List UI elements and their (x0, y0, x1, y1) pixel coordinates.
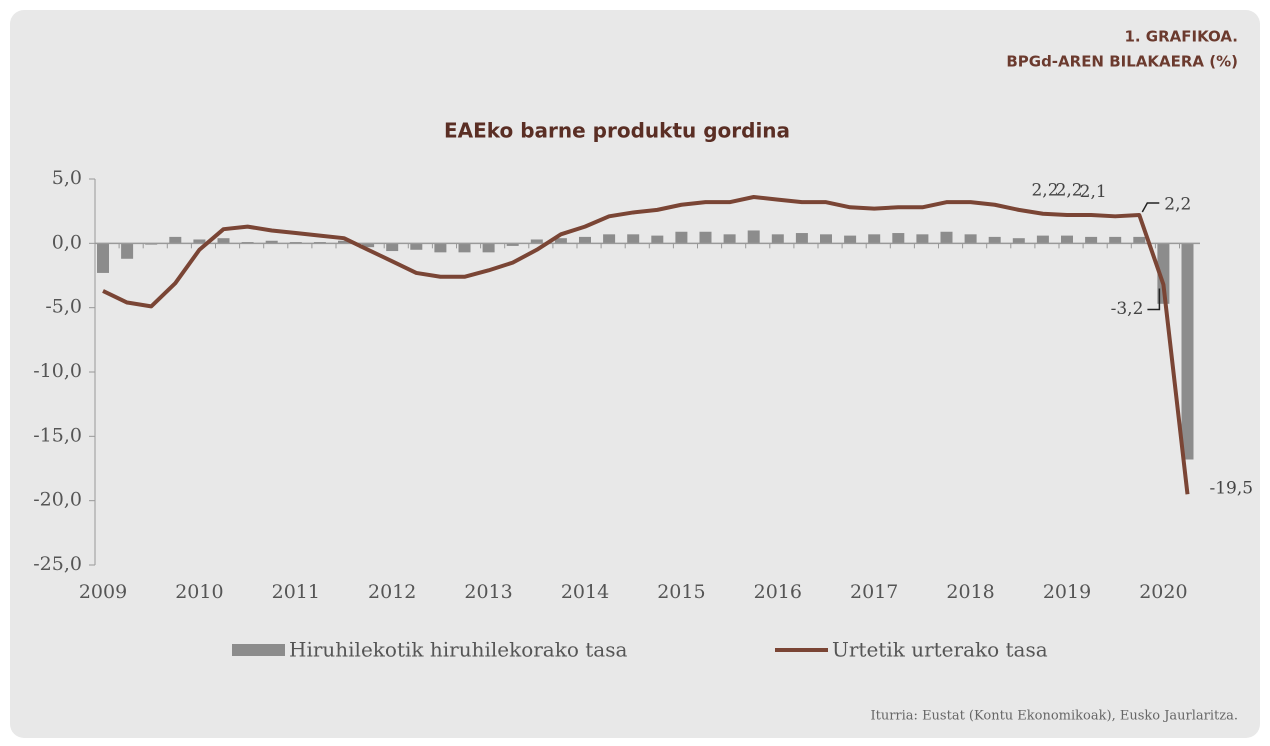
bar (121, 243, 134, 259)
data-label: -19,5 (1210, 479, 1254, 499)
panel (10, 10, 1260, 738)
bar (386, 243, 399, 252)
bar (795, 233, 808, 244)
bar (699, 231, 712, 244)
bar (988, 236, 1001, 244)
bar (410, 243, 423, 250)
bar (530, 239, 543, 244)
bar (1109, 236, 1122, 244)
y-tick-label: -5,0 (45, 296, 82, 318)
x-tick-label: 2018 (946, 581, 994, 603)
bar (1085, 236, 1098, 244)
bar (916, 234, 929, 244)
x-tick-label: 2015 (657, 581, 705, 603)
leader-line (1147, 288, 1161, 311)
bar (362, 243, 375, 248)
bar (603, 234, 616, 244)
bar (97, 243, 109, 273)
legend-label: Hiruhilekotik hiruhilekorako tasa (289, 638, 627, 662)
bar (723, 234, 736, 244)
bar (169, 236, 182, 244)
x-tick-label: 2009 (79, 581, 127, 603)
data-label: -3,2 (1111, 299, 1144, 319)
source: Iturria: Eustat (Kontu Ekonomikoak), Eus… (870, 709, 1238, 724)
bar (458, 243, 471, 253)
chart-title: EAEko barne produktu gordina (444, 119, 790, 143)
header-line: 1. GRAFIKOA. (1124, 28, 1238, 46)
bar (868, 234, 881, 244)
x-tick-label: 2020 (1139, 581, 1187, 603)
legend-label: Urtetik urterako tasa (832, 638, 1048, 662)
y-tick-label: -10,0 (33, 360, 82, 382)
bar (892, 233, 905, 244)
x-tick-label: 2011 (272, 581, 320, 603)
x-tick-label: 2010 (175, 581, 223, 603)
x-tick-label: 2013 (464, 581, 512, 603)
bar (434, 243, 447, 253)
leader-line (1141, 202, 1160, 213)
y-tick-label: -20,0 (33, 489, 82, 511)
y-tick-label: 0,0 (52, 231, 82, 253)
bar (771, 234, 784, 244)
y-tick-label: -25,0 (33, 553, 82, 575)
x-tick-label: 2016 (754, 581, 802, 603)
bar (844, 235, 857, 244)
legend-swatch (232, 644, 285, 656)
bar (651, 235, 664, 244)
bar (747, 230, 760, 244)
bar (1012, 238, 1025, 244)
data-label: 2,2 (1164, 195, 1191, 215)
x-tick-label: 2014 (561, 581, 609, 603)
bar (1061, 235, 1073, 244)
bar (554, 238, 567, 244)
data-label: 2,2 (1031, 181, 1058, 201)
bar (482, 243, 495, 253)
bar (1181, 243, 1194, 460)
bar (1157, 243, 1170, 304)
bar (579, 236, 591, 244)
bar (940, 231, 953, 244)
bar (675, 231, 688, 244)
bar (1036, 235, 1049, 244)
bar (1133, 236, 1146, 244)
y-tick-label: -15,0 (33, 424, 82, 446)
header-line: BPGd-AREN BILAKAERA (%) (1006, 53, 1238, 71)
bar (964, 234, 977, 244)
line (102, 195, 1190, 495)
bar (820, 234, 832, 244)
x-tick-label: 2017 (850, 581, 898, 603)
bar (506, 243, 519, 246)
x-tick-label: 2019 (1043, 581, 1091, 603)
bar (217, 238, 230, 244)
bar (193, 239, 206, 244)
data-label: 2,1 (1080, 182, 1107, 202)
y-tick-label: 5,0 (52, 167, 82, 189)
bar (338, 240, 350, 244)
bar (265, 240, 278, 244)
data-label: 2,2 (1056, 181, 1083, 201)
bar (627, 234, 640, 244)
x-tick-label: 2012 (368, 581, 416, 603)
